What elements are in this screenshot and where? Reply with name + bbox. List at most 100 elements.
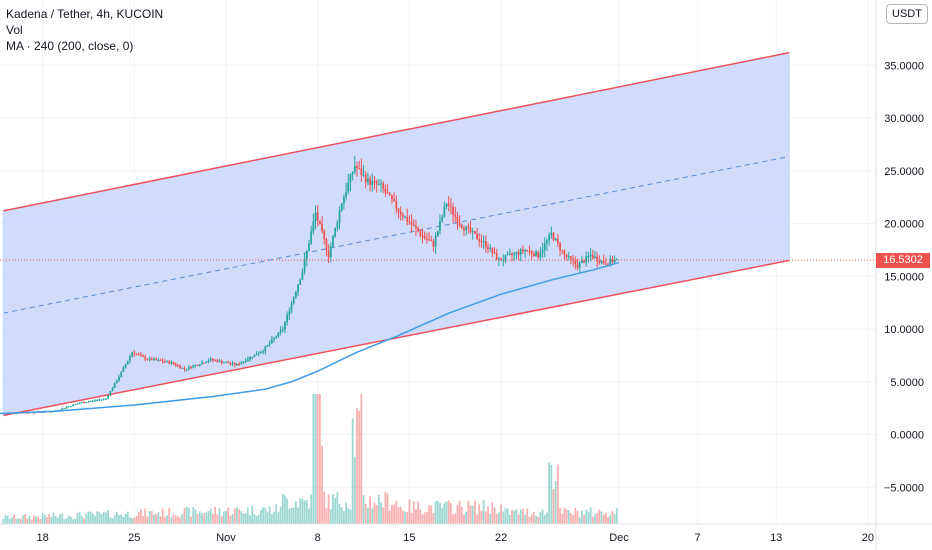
volume-bar: [238, 509, 240, 524]
candle-body: [456, 216, 459, 224]
candle-body: [391, 194, 393, 200]
volume-bar: [96, 511, 99, 524]
volume-bar: [465, 511, 468, 524]
last-price-label: 16.5302: [876, 252, 930, 268]
volume-bar: [166, 515, 168, 524]
volume-bar: [412, 501, 415, 524]
candle-body: [491, 247, 494, 253]
x-tick-label: 18: [36, 532, 48, 544]
volume-bar: [83, 518, 85, 524]
volume-bar: [308, 508, 310, 524]
volume-bar: [194, 509, 197, 524]
volume-bar: [288, 508, 291, 524]
volume-bar: [441, 508, 444, 524]
candle-body: [120, 371, 123, 377]
candle-body: [371, 181, 374, 185]
candle-body: [290, 303, 293, 312]
volume-bar: [205, 512, 208, 524]
volume-bar: [517, 514, 520, 524]
currency-button[interactable]: USDT: [886, 4, 928, 24]
volume-bar: [301, 498, 304, 524]
candle-body: [478, 239, 481, 242]
candle-body: [85, 402, 88, 404]
volume-bar: [8, 518, 11, 524]
volume-bar: [174, 515, 177, 524]
volume-bar: [109, 517, 112, 524]
ma-indicator-label: MA · 240 (200, close, 0): [6, 39, 134, 53]
candle-body: [460, 225, 463, 228]
candle-body: [530, 251, 533, 254]
volume-bar: [565, 509, 568, 524]
moving-average-line: [0, 261, 620, 415]
volume-bar: [541, 509, 544, 524]
volume-bar: [432, 512, 435, 524]
x-tick-label: 8: [315, 532, 321, 544]
y-tick-label: −5.0000: [884, 482, 924, 494]
candle-body: [541, 249, 544, 254]
candle-body: [251, 357, 254, 359]
candle-body: [583, 260, 585, 263]
volume-bar: [314, 394, 317, 524]
volume-bar: [463, 514, 465, 524]
candle-body: [343, 196, 345, 204]
symbol-title: Kadena / Tether, 4h, KUCOIN: [6, 7, 164, 21]
volume-bar: [262, 507, 265, 524]
volume-bar: [13, 514, 16, 524]
candle-body: [284, 322, 286, 330]
candle-body: [580, 260, 583, 263]
candle-body: [605, 263, 607, 265]
volume-bar: [388, 510, 391, 524]
y-tick-label: 30.0000: [884, 113, 924, 125]
channel-upper-line: [3, 51, 790, 212]
volume-bar: [358, 410, 361, 524]
candle-body: [244, 361, 247, 363]
candle-body: [187, 366, 190, 369]
volume-bar: [98, 511, 101, 524]
volume-bar: [469, 505, 472, 524]
candle-body: [570, 256, 572, 259]
volume-bar: [131, 518, 134, 524]
volume-bar: [384, 491, 387, 524]
volume-bar: [207, 511, 210, 524]
volume-bar: [148, 511, 151, 524]
candle-body: [489, 247, 492, 250]
volume-bar: [30, 519, 33, 524]
volume-bar: [578, 517, 581, 524]
volume-bar: [380, 502, 382, 524]
volume-bar: [244, 513, 247, 524]
volume-bar: [240, 511, 243, 524]
candle-body: [139, 354, 142, 356]
candle-body: [240, 362, 243, 365]
volume-bar: [43, 515, 46, 524]
volume-bar: [340, 507, 343, 524]
candle-body: [275, 336, 278, 338]
volume-bar: [471, 505, 474, 524]
volume-bar: [144, 508, 147, 524]
volume-bar: [515, 509, 518, 524]
volume-bar: [349, 509, 352, 524]
candle-body: [170, 362, 173, 364]
candle-body: [218, 360, 221, 362]
volume-bar: [347, 508, 350, 524]
volume-bar: [183, 508, 186, 524]
candle-body: [255, 354, 258, 356]
volume-bar: [404, 511, 406, 524]
candle-body: [395, 201, 398, 209]
candle-body: [373, 181, 376, 183]
volume-bar: [212, 514, 214, 524]
candle-body: [74, 404, 77, 406]
volume-bar: [537, 516, 540, 524]
volume-bar: [572, 514, 575, 524]
volume-bar: [524, 515, 527, 524]
volume-bar: [587, 511, 590, 524]
volume-bar: [153, 514, 155, 524]
candle-body: [393, 199, 396, 202]
volume-bar: [133, 518, 136, 524]
candle-body: [406, 216, 409, 222]
volume-bar: [146, 516, 149, 524]
candle-body: [185, 368, 188, 370]
volume-bar: [294, 500, 297, 524]
volume-bar: [439, 502, 441, 524]
volume-bar: [498, 512, 500, 524]
